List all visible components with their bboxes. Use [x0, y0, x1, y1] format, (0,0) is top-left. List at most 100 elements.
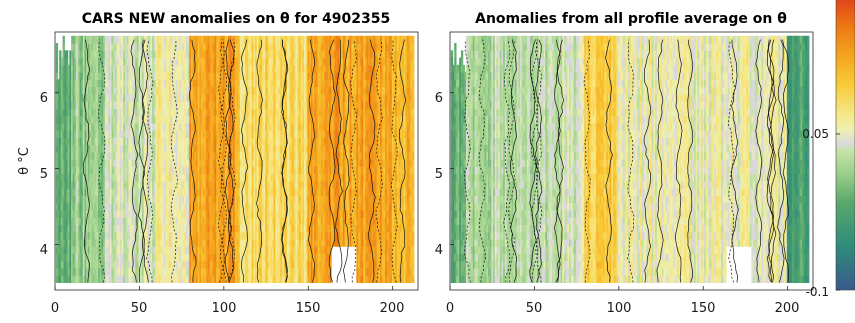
heatmap-cell — [158, 253, 162, 262]
heatmap-cell — [214, 231, 217, 240]
heatmap-cell — [207, 151, 211, 160]
heatmap-cell — [147, 122, 150, 131]
heatmap-cell — [233, 202, 236, 211]
heatmap-cell — [74, 217, 77, 225]
heatmap-cell — [168, 151, 172, 160]
heatmap-cell — [150, 267, 153, 276]
heatmap-cell — [179, 72, 182, 80]
heatmap-cell — [71, 202, 74, 211]
heatmap-cell — [150, 86, 153, 95]
heatmap-cell — [103, 64, 106, 73]
heatmap-cell — [96, 130, 99, 138]
heatmap-cell — [239, 166, 243, 175]
heatmap-cell — [238, 86, 241, 95]
heatmap-cell — [221, 137, 224, 146]
heatmap-cell — [111, 202, 114, 211]
heatmap-cell — [148, 130, 151, 138]
heatmap-cell — [239, 195, 243, 204]
heatmap-cell — [174, 238, 177, 247]
heatmap-cell — [172, 180, 175, 189]
heatmap-cell — [74, 209, 77, 218]
heatmap-cell — [98, 246, 101, 254]
heatmap-cell — [62, 238, 65, 247]
heatmap-cell — [94, 130, 97, 138]
heatmap-cell — [185, 64, 189, 73]
heatmap-cell — [62, 144, 65, 153]
heatmap-cell — [246, 130, 249, 138]
heatmap-cell — [246, 122, 249, 131]
heatmap-cell — [91, 217, 94, 225]
heatmap-cell — [162, 137, 165, 146]
heatmap-cell — [101, 43, 104, 51]
heatmap-cell — [155, 86, 158, 95]
heatmap-cell — [195, 231, 199, 240]
heatmap-cell — [162, 217, 165, 225]
heatmap-cell — [77, 246, 81, 254]
heatmap-cell — [206, 202, 209, 211]
heatmap-cell — [76, 217, 79, 225]
heatmap-cell — [172, 188, 175, 196]
heatmap-cell — [236, 202, 239, 211]
heatmap-cell — [202, 144, 206, 153]
heatmap-cell — [108, 86, 111, 95]
heatmap-cell — [197, 180, 200, 189]
heatmap-cell — [84, 238, 87, 247]
heatmap-cell — [197, 188, 200, 196]
heatmap-cell — [71, 86, 74, 95]
heatmap-cell — [106, 101, 109, 109]
heatmap-cell — [131, 159, 135, 167]
heatmap-cell — [79, 108, 82, 117]
heatmap-cell — [128, 101, 131, 109]
heatmap-cell — [106, 159, 109, 167]
heatmap-cell — [185, 267, 189, 276]
heatmap-cell — [77, 122, 81, 131]
heatmap-cell — [81, 238, 84, 247]
heatmap-cell — [145, 260, 148, 269]
heatmap-cell — [162, 173, 165, 182]
heatmap-cell — [59, 246, 62, 254]
heatmap-cell — [244, 35, 248, 44]
heatmap-cell — [238, 275, 241, 284]
heatmap-cell — [170, 166, 173, 175]
heatmap-cell — [84, 159, 87, 167]
heatmap-cell — [199, 188, 202, 196]
heatmap-cell — [209, 253, 212, 262]
heatmap-cell — [174, 231, 177, 240]
heatmap-cell — [128, 267, 131, 276]
heatmap-cell — [103, 275, 106, 284]
heatmap-cell — [155, 180, 158, 189]
heatmap-cell — [125, 275, 128, 284]
heatmap-cell — [150, 260, 153, 269]
heatmap-cell — [199, 166, 202, 175]
heatmap-cell — [212, 43, 216, 51]
heatmap-cell — [214, 57, 217, 66]
heatmap-cell — [157, 275, 160, 284]
heatmap-cell — [211, 260, 214, 269]
heatmap-cell — [221, 246, 224, 254]
heatmap-cell — [168, 108, 172, 117]
heatmap-cell — [57, 151, 60, 160]
heatmap-cell — [55, 64, 59, 73]
heatmap-cell — [216, 115, 219, 124]
heatmap-cell — [123, 35, 126, 44]
heatmap-cell — [160, 166, 163, 175]
heatmap-cell — [206, 253, 209, 262]
heatmap-cell — [202, 224, 206, 233]
heatmap-cell — [211, 130, 214, 138]
heatmap-cell — [76, 137, 79, 146]
heatmap-cell — [116, 64, 119, 73]
heatmap-cell — [91, 93, 94, 102]
heatmap-cell — [231, 122, 234, 131]
heatmap-cell — [233, 209, 236, 218]
heatmap-cell — [59, 202, 62, 211]
heatmap-cell — [216, 231, 219, 240]
heatmap-cell — [212, 86, 216, 95]
heatmap-cell — [87, 144, 91, 153]
heatmap-cell — [241, 238, 244, 247]
heatmap-cell — [89, 224, 92, 233]
heatmap-cell — [192, 209, 195, 218]
heatmap-cell — [71, 57, 74, 66]
heatmap-cell — [118, 253, 121, 262]
heatmap-cell — [59, 231, 62, 240]
heatmap-cell — [216, 151, 219, 160]
